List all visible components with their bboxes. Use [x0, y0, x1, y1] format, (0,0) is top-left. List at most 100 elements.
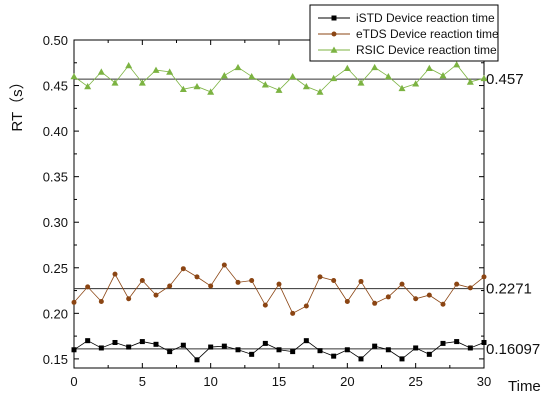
x-tick-label: 10 — [203, 374, 217, 389]
data-point-square — [481, 339, 487, 345]
data-point-circle — [194, 274, 200, 280]
data-point-square — [290, 349, 296, 355]
data-point-square — [126, 344, 132, 350]
data-point-circle — [153, 292, 159, 298]
data-point-triangle — [357, 79, 365, 86]
data-point-circle — [317, 274, 323, 280]
data-point-circle — [126, 296, 132, 302]
y-tick-label: 0.50 — [43, 33, 68, 48]
data-point-triangle — [330, 74, 338, 82]
y-tick-label: 0.35 — [43, 170, 68, 185]
data-point-triangle — [248, 72, 256, 80]
legend: iSTD Device reaction time eTDS Device rea… — [309, 4, 499, 62]
y-tick-label: 0.25 — [43, 261, 68, 276]
data-point-square — [85, 338, 91, 344]
data-point-circle — [180, 266, 186, 272]
data-point-square — [276, 347, 282, 353]
data-point-triangle — [70, 72, 78, 80]
mean-value-label: 0.16097 — [486, 341, 540, 358]
data-point-triangle — [234, 63, 242, 71]
data-point-square — [139, 339, 145, 345]
data-point-square — [249, 351, 255, 357]
data-point-square — [358, 356, 364, 362]
data-point-square — [331, 15, 337, 21]
data-point-triangle — [138, 79, 146, 86]
data-point-square — [153, 341, 159, 347]
data-point-triangle — [398, 84, 406, 92]
x-axis-title: Time — [508, 378, 541, 395]
data-point-circle — [249, 278, 255, 284]
data-point-triangle — [193, 82, 201, 90]
data-point-square — [167, 349, 173, 355]
data-point-square — [399, 356, 405, 362]
data-point-circle — [331, 31, 337, 37]
x-tick-label: 20 — [340, 374, 354, 389]
data-point-circle — [358, 278, 364, 284]
data-point-square — [112, 339, 118, 345]
data-point-triangle — [384, 72, 392, 80]
data-point-triangle — [84, 82, 92, 90]
data-point-circle — [331, 278, 337, 284]
data-point-triangle — [439, 72, 447, 79]
data-point-square — [317, 348, 323, 354]
legend-label: eTDS Device reaction time — [356, 27, 499, 41]
data-point-square — [180, 342, 186, 348]
data-point-square — [440, 340, 446, 346]
data-point-circle — [372, 300, 378, 306]
data-point-circle — [385, 294, 391, 300]
data-point-circle — [262, 302, 268, 308]
axes: 0.15 0.20 0.25 0.30 0.35 0.40 0.45 0.50 0 5 10 15 20… — [43, 33, 492, 389]
data-point-square — [98, 345, 104, 351]
legend-label: iSTD Device reaction time — [356, 11, 495, 25]
data-point-square — [467, 345, 473, 351]
x-tick-label: 0 — [70, 374, 77, 389]
series-line — [73, 264, 485, 314]
data-point-square — [208, 344, 214, 350]
data-point-circle — [71, 299, 77, 305]
x-tick-label: 5 — [139, 374, 146, 389]
series-triangle — [70, 61, 488, 95]
data-point-square — [262, 340, 268, 346]
data-point-circle — [440, 301, 446, 307]
y-tick-label: 0.20 — [43, 306, 68, 321]
data-point-circle — [276, 281, 282, 287]
data-point-triangle — [111, 79, 119, 86]
data-point-square — [413, 345, 419, 351]
y-tick-label: 0.15 — [43, 352, 68, 367]
data-point-circle — [303, 303, 309, 309]
data-point-circle — [290, 310, 296, 316]
data-point-triangle — [289, 72, 297, 80]
data-point-triangle — [453, 61, 461, 68]
series-circle — [71, 262, 487, 316]
legend-label: RSIC Device reaction time — [356, 43, 497, 57]
data-point-triangle — [316, 88, 324, 95]
data-point-triangle — [466, 78, 474, 85]
data-point-square — [454, 339, 460, 345]
data-point-square — [344, 347, 350, 353]
data-point-circle — [481, 274, 487, 280]
data-point-square — [71, 347, 77, 353]
data-point-square — [303, 338, 309, 344]
data-point-circle — [426, 292, 432, 298]
data-point-circle — [413, 296, 419, 302]
data-point-square — [331, 353, 337, 359]
data-point-triangle — [425, 64, 433, 72]
x-tick-label: 25 — [408, 374, 422, 389]
data-point-triangle — [166, 68, 174, 75]
data-point-circle — [344, 298, 350, 304]
series-layer — [70, 61, 488, 363]
data-point-triangle — [275, 86, 283, 93]
legend-box — [309, 4, 499, 62]
y-tick-label: 0.45 — [43, 79, 68, 94]
data-point-circle — [467, 285, 473, 291]
x-tick-label: 15 — [272, 374, 286, 389]
y-tick-label: 0.30 — [43, 215, 68, 230]
series-square — [71, 338, 487, 363]
data-point-circle — [399, 281, 405, 287]
data-point-circle — [221, 262, 227, 268]
data-point-circle — [139, 278, 145, 284]
mean-value-label: 0.457 — [486, 71, 524, 88]
data-point-triangle — [261, 81, 269, 88]
data-point-circle — [98, 298, 104, 304]
data-point-circle — [235, 279, 241, 285]
